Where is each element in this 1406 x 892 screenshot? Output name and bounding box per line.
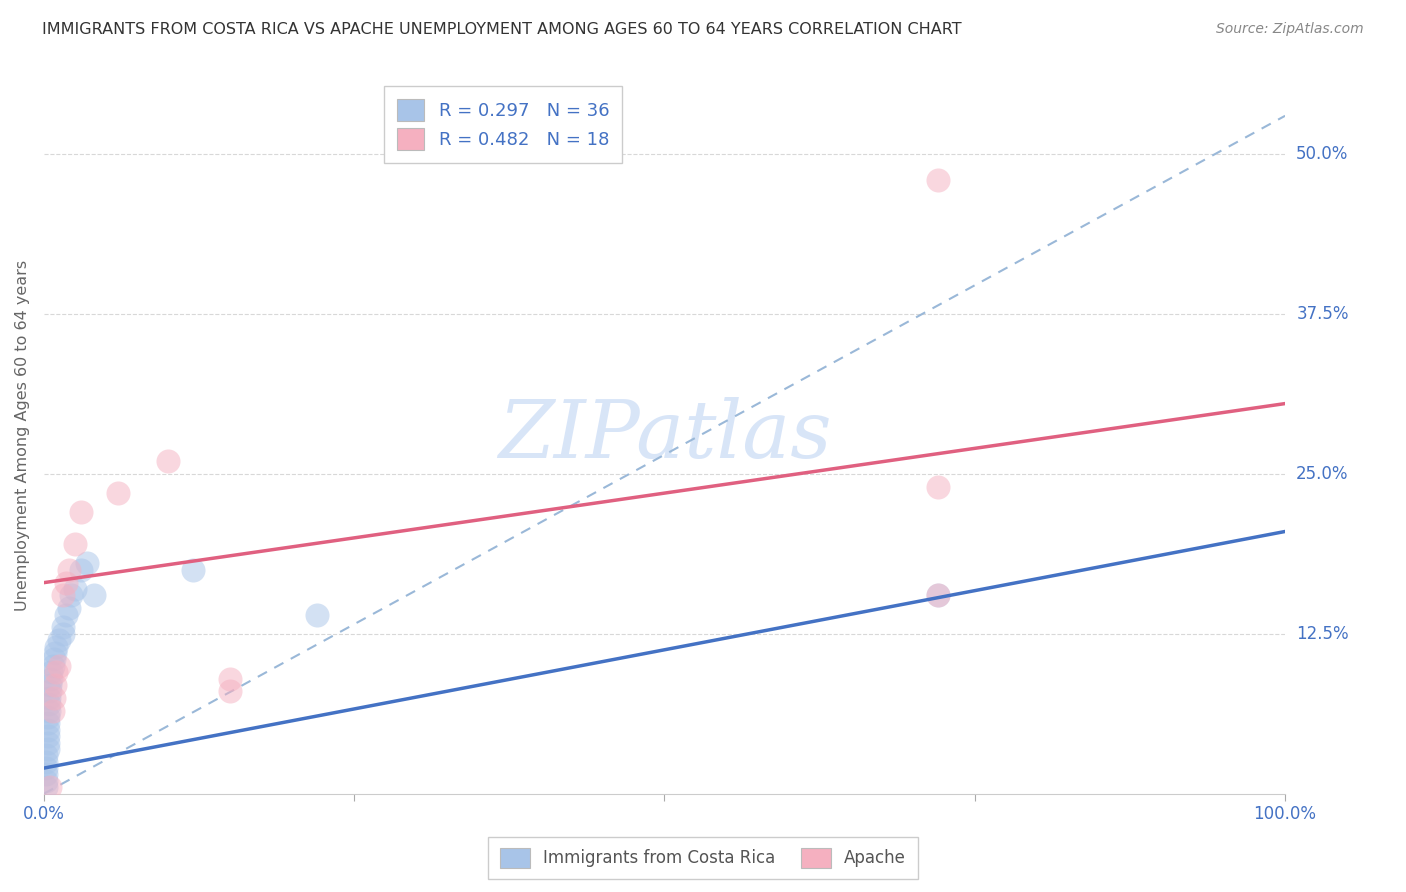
Text: ZIPatlas: ZIPatlas bbox=[498, 397, 831, 475]
Point bbox=[45, 665, 67, 680]
Point bbox=[181, 563, 204, 577]
Point bbox=[41, 672, 63, 686]
Text: 25.0%: 25.0% bbox=[1296, 465, 1348, 483]
Text: IMMIGRANTS FROM COSTA RICA VS APACHE UNEMPLOYMENT AMONG AGES 60 TO 64 YEARS CORR: IMMIGRANTS FROM COSTA RICA VS APACHE UNE… bbox=[42, 22, 962, 37]
Point bbox=[41, 658, 63, 673]
Point bbox=[45, 640, 67, 654]
Text: 50.0%: 50.0% bbox=[1296, 145, 1348, 163]
Point bbox=[35, 773, 58, 788]
Point bbox=[35, 748, 58, 763]
Point bbox=[63, 537, 86, 551]
Point bbox=[42, 690, 65, 705]
Point bbox=[39, 678, 62, 692]
Point bbox=[38, 690, 60, 705]
Point bbox=[70, 505, 93, 519]
Point bbox=[58, 601, 80, 615]
Point bbox=[219, 684, 242, 698]
Point bbox=[37, 735, 59, 749]
Point bbox=[219, 672, 242, 686]
Point bbox=[39, 684, 62, 698]
Point bbox=[37, 723, 59, 737]
Text: Source: ZipAtlas.com: Source: ZipAtlas.com bbox=[1216, 22, 1364, 37]
Legend: R = 0.297   N = 36, R = 0.482   N = 18: R = 0.297 N = 36, R = 0.482 N = 18 bbox=[384, 87, 621, 163]
Point bbox=[927, 480, 949, 494]
Point bbox=[38, 704, 60, 718]
Point bbox=[35, 761, 58, 775]
Y-axis label: Unemployment Among Ages 60 to 64 years: Unemployment Among Ages 60 to 64 years bbox=[15, 260, 30, 611]
Text: 37.5%: 37.5% bbox=[1296, 305, 1348, 323]
Point bbox=[927, 589, 949, 603]
Point bbox=[70, 563, 93, 577]
Point bbox=[42, 652, 65, 666]
Point bbox=[63, 582, 86, 596]
Point bbox=[927, 589, 949, 603]
Point bbox=[76, 557, 98, 571]
Point bbox=[58, 563, 80, 577]
Point bbox=[35, 755, 58, 769]
Point bbox=[305, 607, 328, 622]
Point bbox=[37, 742, 59, 756]
Point bbox=[156, 454, 179, 468]
Point bbox=[37, 729, 59, 743]
Point bbox=[44, 646, 66, 660]
Point bbox=[48, 633, 70, 648]
Point bbox=[41, 704, 63, 718]
Point bbox=[51, 589, 73, 603]
Point bbox=[83, 589, 105, 603]
Point bbox=[60, 589, 83, 603]
Point bbox=[48, 658, 70, 673]
Point bbox=[35, 767, 58, 781]
Point bbox=[55, 607, 77, 622]
Point bbox=[927, 173, 949, 187]
Point bbox=[39, 780, 62, 795]
Legend: Immigrants from Costa Rica, Apache: Immigrants from Costa Rica, Apache bbox=[488, 837, 918, 880]
Point bbox=[51, 627, 73, 641]
Point bbox=[51, 620, 73, 634]
Point bbox=[37, 716, 59, 731]
Point bbox=[55, 575, 77, 590]
Point bbox=[44, 678, 66, 692]
Point bbox=[35, 780, 58, 795]
Point bbox=[37, 710, 59, 724]
Point bbox=[107, 486, 129, 500]
Point bbox=[38, 697, 60, 711]
Text: 12.5%: 12.5% bbox=[1296, 624, 1348, 643]
Point bbox=[41, 665, 63, 680]
